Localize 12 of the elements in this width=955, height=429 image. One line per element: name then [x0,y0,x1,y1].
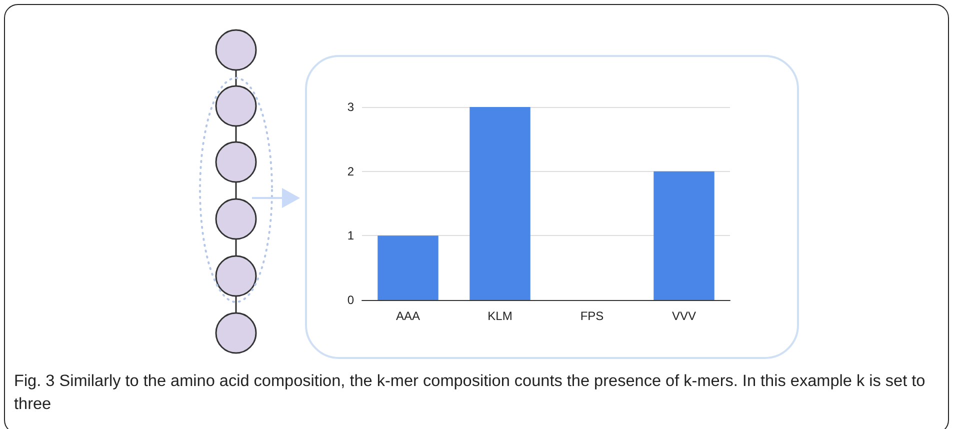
y-tick-label: 0 [347,293,354,307]
y-tick-label: 2 [347,164,354,178]
x-tick-label: VVV [672,309,696,323]
bar [470,107,530,300]
y-tick-label: 1 [347,228,354,243]
x-tick-label: KLM [488,309,512,323]
x-tick-label: FPS [580,309,604,323]
bar [654,171,714,300]
y-tick-label: 3 [347,100,354,114]
x-tick-label: AAA [396,309,420,323]
bar [378,236,438,300]
caption: Fig. 3 Similarly to the amino acid composition, the k-mer composition counts the presence of k-mers. In this example k is set to three [14,371,926,415]
